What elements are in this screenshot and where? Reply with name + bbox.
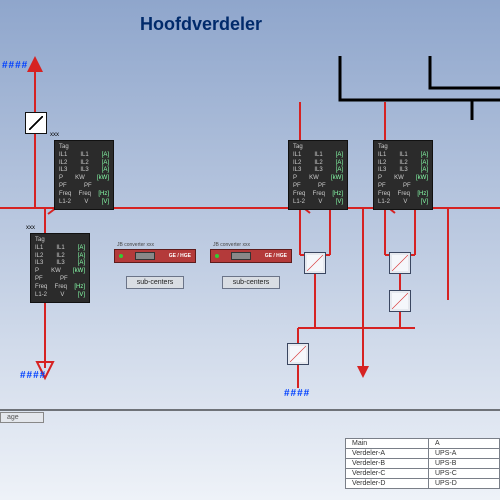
converter-2: JB converter xxx GE / HGE [210,249,292,263]
legend-cell: UPS-C [429,469,500,479]
legend-cell: UPS-D [429,479,500,489]
legend-cell: Verdeler-C [346,469,429,479]
converter-2-caption: JB converter xxx [213,242,250,248]
converter-1-brand: GE / HGE [169,253,191,259]
meas-panel-c: TagIL1IL1[A]IL2IL2[A]IL3IL3[A]PKW[kW]PFP… [373,140,433,210]
meas-panel-a: TagIL1IL1[A]IL2IL2[A]IL3IL3[A]PKW[kW]PFP… [54,140,114,210]
legend-cell: UPS-B [429,459,500,469]
meas-panel-d: TagIL1IL1[A]IL2IL2[A]IL3IL3[A]PKW[kW]PFP… [30,233,90,303]
tab-strip[interactable]: age [0,412,44,423]
converter-2-brand: GE / HGE [265,253,287,259]
panel-d-label: xxx [26,225,35,231]
breaker-symbol [25,112,47,134]
legend-cell: Verdeler-B [346,459,429,469]
legend-cell: Verdeler-A [346,449,429,459]
device-r4 [287,343,309,365]
meas-panel-b: TagIL1IL1[A]IL2IL2[A]IL3IL3[A]PKW[kW]PFP… [288,140,348,210]
page-title: Hoofdverdeler [140,14,262,35]
hash-bottom-right: #### [284,388,310,399]
device-r2 [389,252,411,274]
converter-1-caption: JB converter xxx [117,242,154,248]
legend-table: MainAVerdeler-AUPS-AVerdeler-BUPS-BVerde… [345,438,500,489]
legend-cell: Verdeler-D [346,479,429,489]
hash-top: #### [2,60,28,71]
subcenters-btn-2[interactable]: sub-centers [222,276,280,289]
hash-bottom-left: #### [20,370,46,381]
subcenters-btn-1[interactable]: sub-centers [126,276,184,289]
device-r1 [304,252,326,274]
legend-cell: A [429,439,500,449]
legend-cell: Main [346,439,429,449]
panel-a-label: xxx [50,132,59,138]
converter-1: JB converter xxx GE / HGE [114,249,196,263]
device-r3 [389,290,411,312]
legend-cell: UPS-A [429,449,500,459]
